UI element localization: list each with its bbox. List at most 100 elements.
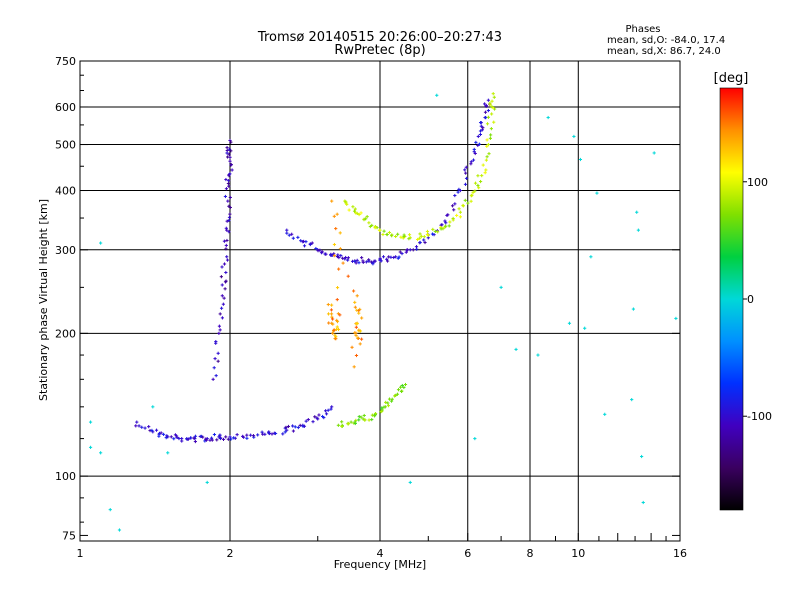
- trace-fill-point: [390, 397, 394, 401]
- trace-fill-point: [214, 374, 218, 378]
- trace-fill-point: [267, 430, 271, 434]
- trace-fill-point: [220, 265, 224, 269]
- trace-fill-point: [402, 385, 406, 390]
- data-point: [217, 331, 221, 335]
- data-point: [228, 435, 232, 439]
- trace-fill-point: [210, 438, 214, 442]
- trace-fill-point: [224, 279, 228, 283]
- trace-fill-point: [203, 439, 207, 443]
- data-point: [108, 508, 112, 512]
- trace-fill-point: [204, 437, 208, 441]
- trace-fill-point: [353, 331, 357, 335]
- trace-fill-point: [455, 213, 459, 218]
- trace-fill-point: [346, 274, 350, 278]
- trace-fill-point: [216, 351, 220, 355]
- trace-fill-point: [223, 194, 228, 199]
- trace-fill-point: [159, 431, 163, 435]
- colorbar-tick-label: 100: [747, 176, 768, 189]
- trace-fill-point: [484, 158, 489, 162]
- trace-fill-point: [386, 404, 391, 408]
- data-point: [117, 528, 122, 532]
- trace-fill-point: [392, 394, 397, 398]
- data-point: [631, 307, 635, 311]
- data-point: [88, 420, 93, 424]
- trace-fill-point: [370, 413, 374, 417]
- trace-fill-point: [359, 415, 363, 419]
- trace-fill-point: [353, 300, 357, 304]
- data-point: [249, 433, 253, 437]
- trace-fill-point: [341, 256, 345, 260]
- trace-fill-point: [364, 217, 368, 221]
- trace-fill-point: [221, 437, 226, 441]
- trace-fill-point: [314, 246, 318, 251]
- trace-fill-point: [473, 151, 477, 156]
- trace-fill-point: [415, 237, 420, 242]
- data-point: [473, 436, 477, 441]
- y-tick-label: 500: [55, 139, 76, 152]
- trace-fill-point: [363, 418, 367, 422]
- trace-fill-point: [228, 212, 232, 216]
- trace-fill-point: [357, 415, 361, 419]
- trace-fill-point: [469, 199, 473, 203]
- trace-fill-point: [329, 407, 333, 411]
- data-point: [403, 382, 408, 387]
- trace-fill-point: [284, 425, 288, 429]
- trace-fill-point: [290, 232, 294, 236]
- data-point: [166, 451, 170, 455]
- trace-fill-point: [220, 316, 225, 320]
- trace-fill-point: [453, 202, 457, 206]
- trace-fill-point: [220, 283, 224, 287]
- trace-fill-point: [370, 223, 374, 228]
- data-point: [336, 423, 340, 427]
- trace-fill-point: [227, 184, 231, 188]
- trace-fill-point: [215, 438, 219, 442]
- trace-fill-point: [485, 138, 489, 142]
- trace-fill-point: [172, 437, 176, 441]
- x-tick-label: 16: [673, 547, 687, 560]
- trace-fill-point: [286, 424, 291, 429]
- trace-fill-point: [400, 251, 404, 256]
- data-points: [88, 92, 678, 532]
- trace-fill-point: [229, 149, 233, 153]
- data-point: [435, 93, 439, 97]
- trace-fill-point: [334, 337, 338, 341]
- trace-fill-point: [308, 242, 312, 246]
- trace-fill-point: [382, 229, 386, 233]
- trace-fill-point: [336, 327, 341, 332]
- trace-fill-point: [188, 436, 193, 440]
- trace-fill-point: [193, 434, 198, 438]
- trace-fill-point: [381, 255, 386, 259]
- trace-fill-point: [323, 252, 327, 256]
- data-point: [536, 353, 540, 357]
- trace-fill-point: [357, 328, 361, 332]
- trace-fill-point: [164, 436, 168, 440]
- trace-fill-point: [225, 258, 230, 262]
- trace-fill-point: [390, 234, 394, 238]
- trace-fill-point: [354, 211, 358, 215]
- trace-fill-point: [457, 207, 461, 211]
- trace-fill-point: [340, 420, 344, 424]
- trace-fill-point: [448, 220, 452, 224]
- trace-fill-point: [337, 267, 341, 271]
- trace-fill-point: [227, 147, 232, 151]
- trace-fill-point: [472, 147, 476, 151]
- trace-fill-point: [219, 306, 224, 310]
- trace-fill-point: [330, 317, 335, 321]
- trace-fill-point: [473, 189, 477, 193]
- trace-fill-point: [331, 322, 335, 326]
- data-point: [285, 428, 289, 432]
- trace-fill-point: [290, 424, 295, 428]
- trace-fill-point: [490, 99, 494, 103]
- y-tick-label: 200: [55, 327, 76, 340]
- trace-fill-point: [228, 195, 232, 200]
- trace-fill-point: [354, 333, 358, 338]
- trace-fill-point: [470, 193, 474, 197]
- trace-fill-point: [304, 419, 308, 423]
- trace-fill-point: [445, 213, 449, 218]
- trace-fill-point: [330, 303, 334, 307]
- trace-fill-point: [311, 420, 315, 424]
- trace-fill-point: [323, 409, 328, 413]
- trace-fill-point: [346, 258, 350, 262]
- colorbar-tick-label: 0: [747, 293, 754, 306]
- trace-fill-point: [389, 399, 394, 403]
